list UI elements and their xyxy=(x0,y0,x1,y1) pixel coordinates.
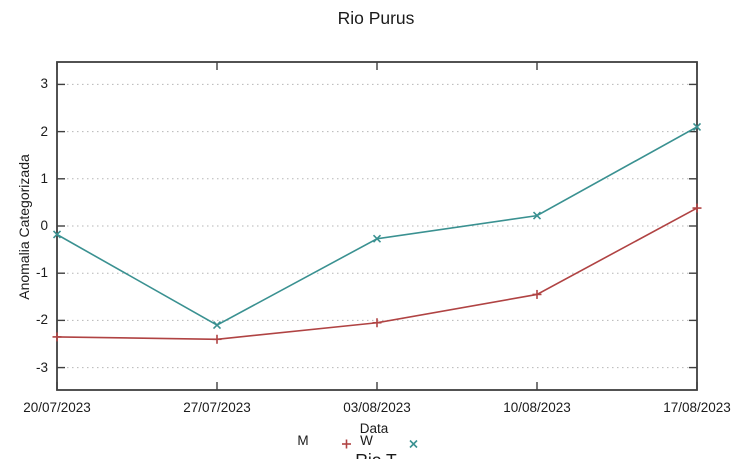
legend-label-series-w: W xyxy=(360,433,373,448)
y-tick-label: -1 xyxy=(35,265,48,280)
legend-marker-w xyxy=(409,439,418,449)
chart-title: Rio Purus xyxy=(337,8,415,28)
x-axis-label: Data xyxy=(359,421,389,436)
y-tick-label: 0 xyxy=(40,218,48,233)
x-tick-label: 10/08/2023 xyxy=(503,400,571,415)
legend-marker-m xyxy=(342,439,351,449)
legend-markers xyxy=(342,439,418,449)
x-tick-label: 03/08/2023 xyxy=(343,400,411,415)
y-tick-label: 1 xyxy=(40,171,48,186)
y-tick-label: 3 xyxy=(40,76,48,91)
legend-label-series-m: M xyxy=(297,433,309,448)
series-m xyxy=(52,203,702,344)
axis-ticks xyxy=(56,62,698,390)
y-tick-label: -2 xyxy=(35,312,48,327)
series-w xyxy=(52,122,702,330)
x-tick-label: 20/07/2023 xyxy=(23,400,91,415)
x-tick-label: 17/08/2023 xyxy=(663,400,731,415)
x-tick-label: 27/07/2023 xyxy=(183,400,251,415)
y-tick-label: 2 xyxy=(40,124,48,139)
next-chart-title-partial: Rio T xyxy=(0,450,752,459)
y-tick-label: -3 xyxy=(35,360,48,375)
